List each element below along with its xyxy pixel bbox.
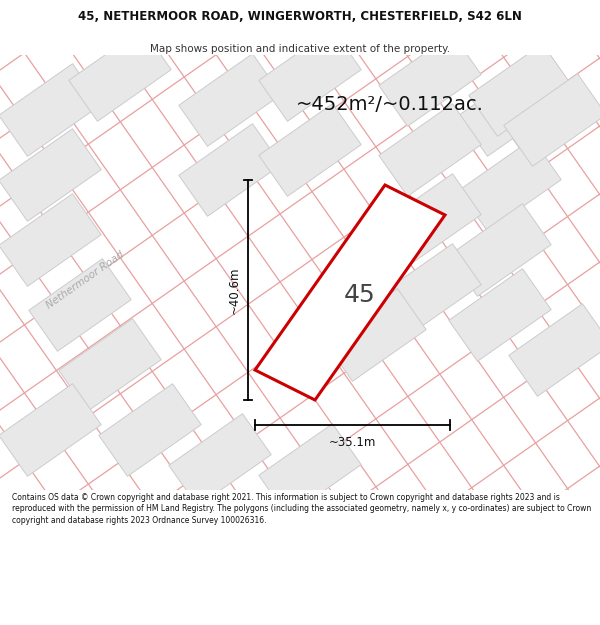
Polygon shape <box>379 34 481 126</box>
Polygon shape <box>379 174 481 266</box>
Polygon shape <box>179 124 281 216</box>
Polygon shape <box>0 64 101 156</box>
Polygon shape <box>255 185 445 400</box>
Polygon shape <box>29 259 131 351</box>
Polygon shape <box>69 29 171 121</box>
Polygon shape <box>259 104 361 196</box>
Polygon shape <box>379 104 481 196</box>
Polygon shape <box>169 414 271 506</box>
Polygon shape <box>459 139 561 231</box>
Text: Nethermoor Road: Nethermoor Road <box>44 249 126 311</box>
Polygon shape <box>504 74 600 166</box>
Text: 45, NETHERMOOR ROAD, WINGERWORTH, CHESTERFIELD, S42 6LN: 45, NETHERMOOR ROAD, WINGERWORTH, CHESTE… <box>78 11 522 23</box>
Polygon shape <box>459 64 561 156</box>
Polygon shape <box>449 204 551 296</box>
Polygon shape <box>0 194 101 286</box>
Text: ~35.1m: ~35.1m <box>329 436 376 449</box>
Text: Map shows position and indicative extent of the property.: Map shows position and indicative extent… <box>150 44 450 54</box>
Text: 45: 45 <box>344 283 376 307</box>
Text: ~40.6m: ~40.6m <box>227 266 241 314</box>
Polygon shape <box>259 424 361 516</box>
Polygon shape <box>0 384 101 476</box>
Polygon shape <box>179 54 281 146</box>
Polygon shape <box>379 244 481 336</box>
Polygon shape <box>59 319 161 411</box>
Polygon shape <box>324 289 426 381</box>
Polygon shape <box>99 384 201 476</box>
Polygon shape <box>509 304 600 396</box>
Polygon shape <box>259 29 361 121</box>
Polygon shape <box>0 129 101 221</box>
Polygon shape <box>449 269 551 361</box>
Text: ~452m²/~0.112ac.: ~452m²/~0.112ac. <box>296 96 484 114</box>
Polygon shape <box>469 44 571 136</box>
Text: Contains OS data © Crown copyright and database right 2021. This information is : Contains OS data © Crown copyright and d… <box>12 492 591 525</box>
